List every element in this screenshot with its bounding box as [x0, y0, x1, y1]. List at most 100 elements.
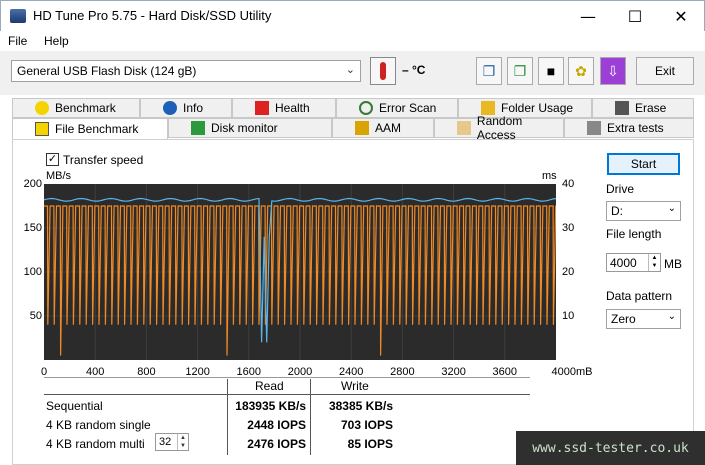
row-random-multi-label: 4 KB random multi	[46, 437, 145, 451]
data-pattern-label: Data pattern	[606, 289, 673, 303]
screenshot-button[interactable]: ■	[538, 57, 564, 85]
drive-select-value: General USB Flash Disk (124 gB)	[17, 64, 197, 78]
window-title: HD Tune Pro 5.75 - Hard Disk/SSD Utility	[33, 8, 272, 23]
tab-random-access[interactable]: Random Access	[434, 114, 564, 142]
tab-health[interactable]: Health	[232, 98, 336, 118]
info-icon	[163, 101, 177, 115]
x-tick-label: 2400	[338, 366, 364, 378]
options-button[interactable]: ✿	[568, 57, 594, 85]
menu-bar: File Help	[0, 31, 705, 51]
tab-extra-tests[interactable]: Extra tests	[564, 118, 694, 138]
chevron-down-icon: ⌄	[667, 311, 676, 322]
transfer-speed-chart	[44, 184, 556, 360]
x-tick-label: 3200	[441, 366, 466, 378]
magnifier-icon	[359, 101, 373, 115]
y-right-tick: 20	[562, 266, 575, 278]
results-top-rule	[44, 377, 530, 378]
menu-file[interactable]: File	[8, 34, 28, 48]
write-series-line	[44, 205, 556, 356]
tab-file-benchmark[interactable]: File Benchmark	[12, 118, 168, 139]
file-length-label: File length	[606, 227, 662, 241]
tab-strip: Benchmark Info Health Error Scan Folder …	[12, 98, 694, 142]
start-button[interactable]: Start	[607, 153, 680, 175]
x-tick-label: 3600	[492, 366, 518, 378]
app-icon	[10, 9, 26, 23]
drive-letter-value: D:	[611, 204, 623, 218]
maximize-icon: ☐	[627, 6, 643, 26]
write-header: Write	[341, 379, 369, 393]
row-random-single-label: 4 KB random single	[46, 418, 151, 432]
thermometer-icon	[380, 62, 386, 80]
x-tick-label: 1600	[236, 366, 262, 378]
tab-folder-usage-label: Folder Usage	[501, 101, 574, 115]
tab-disk-monitor-label: Disk monitor	[211, 121, 278, 135]
temperature-value: – °C	[402, 63, 426, 77]
results-divider	[227, 379, 228, 455]
save-button[interactable]: ⇩	[600, 57, 626, 85]
trash-icon	[615, 101, 629, 115]
tab-folder-usage[interactable]: Folder Usage	[458, 98, 592, 118]
maximize-button[interactable]: ☐	[612, 1, 658, 31]
row-sequential-read: 183935 KB/s	[235, 399, 306, 413]
tab-info[interactable]: Info	[140, 98, 232, 118]
transfer-speed-label: Transfer speed	[63, 153, 144, 167]
toolbar: General USB Flash Disk (124 gB) ⌄ – °C ❐…	[0, 51, 705, 95]
tab-erase-label: Erase	[635, 101, 667, 115]
data-pattern-select[interactable]: Zero ⌄	[606, 309, 681, 329]
download-icon: ⇩	[607, 62, 619, 79]
tab-extra-tests-label: Extra tests	[607, 121, 664, 135]
drive-label: Drive	[606, 182, 635, 196]
unit-left: MB/s	[46, 170, 72, 182]
row-random-single-write: 703 IOPS	[340, 418, 393, 432]
exit-button[interactable]: Exit	[636, 57, 694, 85]
minimize-button[interactable]: —	[565, 1, 611, 31]
tab-benchmark[interactable]: Benchmark	[12, 98, 140, 118]
copy-info-button[interactable]: ❐	[476, 57, 502, 85]
menu-help[interactable]: Help	[44, 34, 69, 48]
file-length-value: 4000	[610, 256, 637, 270]
tab-benchmark-label: Benchmark	[55, 101, 116, 115]
x-tick-label: 0	[40, 366, 48, 378]
transfer-speed-checkbox[interactable]: ✓	[46, 153, 59, 166]
tab-aam[interactable]: AAM	[332, 118, 434, 138]
x-tick-label: 1200	[185, 366, 210, 378]
queue-depth-value: 32	[159, 436, 172, 448]
read-header: Read	[255, 379, 284, 393]
copy-all-icon: ❐	[513, 62, 527, 79]
x-tick-label: 4000mB	[551, 366, 593, 378]
row-random-multi-read: 2476 IOPS	[247, 437, 306, 451]
file-length-unit: MB	[664, 257, 682, 271]
drive-letter-select[interactable]: D: ⌄	[606, 201, 681, 221]
tab-random-access-label: Random Access	[476, 114, 523, 142]
stepper-arrows-icon[interactable]: ▲ ▼	[177, 434, 188, 450]
y-left-tick: 100	[23, 266, 42, 278]
lightbulb-icon	[35, 101, 49, 115]
close-button[interactable]: ✕	[658, 1, 704, 31]
random-access-icon	[457, 121, 471, 135]
temperature-button[interactable]	[370, 57, 396, 85]
minimize-icon: —	[580, 6, 596, 26]
copy-all-button[interactable]: ❐	[507, 57, 533, 85]
close-icon: ✕	[674, 6, 688, 26]
y-right-tick: 40	[562, 178, 575, 190]
tab-file-benchmark-label: File Benchmark	[55, 122, 139, 136]
folder-icon	[481, 101, 495, 115]
monitor-chart-icon	[191, 121, 205, 135]
y-right-tick: 10	[562, 310, 575, 322]
row-sequential-label: Sequential	[46, 399, 103, 413]
row-random-multi-write: 85 IOPS	[347, 437, 393, 451]
tab-health-label: Health	[275, 101, 310, 115]
chevron-down-icon: ⌄	[667, 203, 676, 214]
queue-depth-stepper[interactable]: 32 ▲ ▼	[155, 433, 189, 451]
drive-select[interactable]: General USB Flash Disk (124 gB) ⌄	[11, 60, 361, 82]
x-tick-label: 2000	[287, 366, 313, 378]
stepper-arrows-icon[interactable]: ▲ ▼	[648, 254, 660, 271]
results-divider	[310, 379, 311, 455]
x-tick-label: 400	[86, 366, 105, 378]
y-right-tick: 30	[562, 222, 575, 234]
tab-info-label: Info	[183, 101, 204, 115]
tab-erase[interactable]: Erase	[592, 98, 694, 118]
file-length-stepper[interactable]: 4000 ▲ ▼	[606, 253, 661, 272]
tab-error-scan[interactable]: Error Scan	[336, 98, 458, 118]
tab-disk-monitor[interactable]: Disk monitor	[168, 118, 332, 138]
